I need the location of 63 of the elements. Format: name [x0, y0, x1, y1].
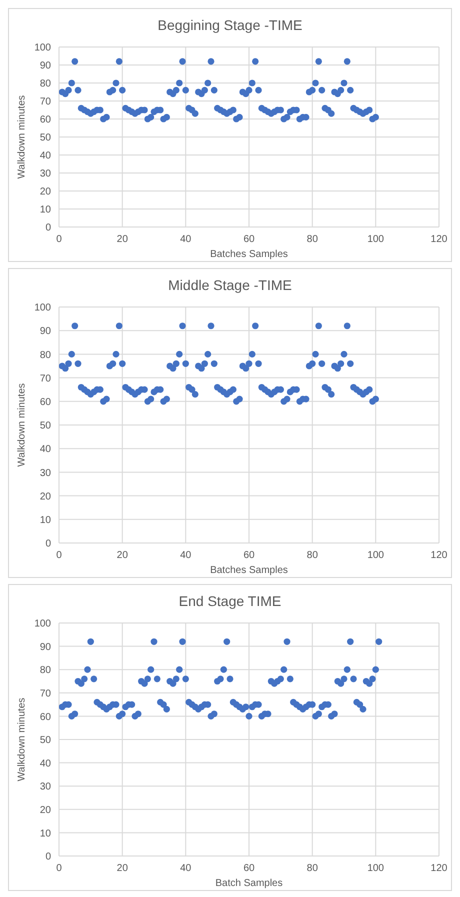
y-tick-label: 10: [40, 514, 52, 526]
x-tick-label: 40: [180, 234, 192, 246]
y-tick-label: 70: [40, 688, 52, 700]
y-tick-label: 100: [34, 42, 52, 54]
y-axis-title: Walkdown minutes: [16, 383, 28, 467]
chart-title: Beggining Stage -TIME: [156, 16, 304, 35]
y-tick-label: 60: [40, 712, 52, 723]
x-axis-title: Batch Samples: [215, 878, 283, 889]
x-tick-label: 120: [430, 234, 448, 246]
y-tick-label: 40: [40, 150, 52, 162]
x-tick-label: 100: [367, 550, 384, 562]
y-axis-title: Walkdown minutes: [16, 698, 28, 782]
x-tick-label: 80: [306, 550, 318, 562]
y-tick-label: 60: [40, 396, 52, 408]
y-tick-label: 100: [34, 618, 52, 630]
y-tick-label: 90: [40, 60, 52, 72]
x-tick-label: 0: [56, 234, 62, 246]
y-tick-label: 80: [40, 350, 52, 361]
y-tick-label: 30: [40, 168, 52, 180]
y-tick-label: 50: [40, 420, 52, 432]
y-tick-label: 0: [45, 222, 52, 234]
x-axis-title: Batches Samples: [210, 565, 288, 576]
x-tick-label: 60: [243, 863, 255, 874]
y-tick-label: 20: [40, 491, 52, 502]
x-tick-label: 20: [116, 234, 128, 246]
y-tick-label: 10: [40, 204, 52, 216]
x-tick-label: 60: [243, 234, 255, 246]
y-tick-label: 30: [40, 468, 52, 479]
x-tick-label: 60: [243, 550, 255, 562]
x-tick-label: 0: [56, 550, 62, 562]
x-tick-label: 40: [180, 550, 192, 562]
x-tick-label: 100: [367, 863, 384, 874]
y-tick-label: 10: [40, 828, 52, 840]
x-tick-label: 80: [306, 234, 318, 246]
x-tick-label: 20: [116, 550, 128, 562]
y-tick-label: 50: [40, 735, 52, 746]
y-tick-label: 40: [40, 444, 52, 456]
x-tick-label: 120: [430, 550, 448, 562]
y-tick-label: 40: [40, 758, 52, 770]
x-tick-label: 40: [180, 863, 192, 874]
x-tick-label: 100: [367, 234, 384, 246]
y-tick-label: 70: [40, 373, 52, 384]
y-tick-label: 50: [40, 132, 52, 144]
y-tick-label: 80: [40, 665, 52, 676]
y-tick-label: 70: [40, 96, 52, 108]
y-tick-label: 90: [40, 326, 52, 338]
y-tick-label: 20: [40, 186, 52, 198]
x-axis-title: Batches Samples: [210, 249, 288, 260]
x-tick-label: 20: [116, 863, 128, 874]
y-axis-title: Walkdown minutes: [16, 95, 28, 179]
y-tick-label: 30: [40, 782, 52, 793]
y-tick-label: 0: [45, 538, 52, 550]
y-tick-label: 60: [40, 114, 52, 126]
x-tick-label: 0: [56, 863, 62, 874]
y-tick-label: 0: [45, 852, 52, 863]
y-tick-label: 100: [34, 302, 52, 314]
y-tick-label: 90: [40, 642, 52, 653]
y-tick-label: 20: [40, 804, 52, 816]
chart-title: Middle Stage -TIME: [167, 276, 293, 295]
x-tick-label: 120: [430, 863, 448, 874]
chart-title: End Stage TIME: [178, 592, 282, 611]
x-tick-label: 80: [306, 863, 318, 874]
y-tick-label: 80: [40, 78, 52, 90]
